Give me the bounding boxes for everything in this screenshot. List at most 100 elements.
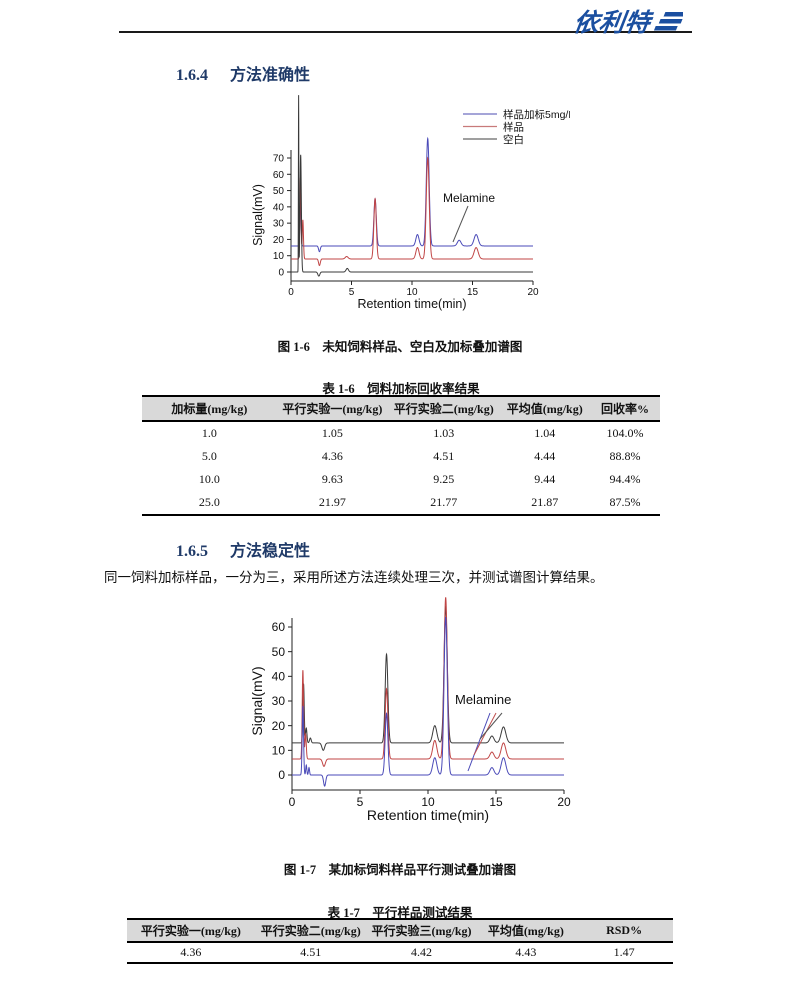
chromatogram-figure-1-7: 0 5 10 15 20 0 10 20 30 40 50 60 Retention time(min)… xyxy=(250,597,571,823)
chart-axes xyxy=(288,618,565,794)
table-row: 25.0 21.97 21.77 21.87 87.5% xyxy=(142,491,660,515)
y-tick-label: 60 xyxy=(272,620,286,634)
column-header: 平行实验三(mg/kg) xyxy=(366,918,477,943)
y-tick-label: 0 xyxy=(278,268,284,279)
legend-label: 样品 xyxy=(503,120,524,133)
x-axis-label: Retention time(min) xyxy=(357,297,466,311)
column-header: 平行实验二(mg/kg) xyxy=(254,918,367,943)
annotation-leader-line xyxy=(473,712,497,756)
column-header: 回收率% xyxy=(590,395,660,422)
x-tick-label: 20 xyxy=(527,287,539,298)
y-tick-label: 10 xyxy=(273,251,285,262)
table-cell: 1.47 xyxy=(613,945,635,959)
trace-run-black xyxy=(292,605,564,751)
section-title: 方法稳定性 xyxy=(230,543,311,560)
y-tick-label: 40 xyxy=(273,202,285,213)
table-cell: 21.97 xyxy=(318,495,346,509)
column-header: 平行实验一(mg/kg) xyxy=(276,395,389,422)
table-cell: 4.36 xyxy=(321,449,343,463)
figure-caption-1-6: 图 1-6 未知饲料样品、空白及加标叠加谱图 xyxy=(277,340,523,354)
melamine-annotation: Melamine xyxy=(455,692,511,707)
section-number: 1.6.4 xyxy=(176,67,208,84)
table-cell: 21.87 xyxy=(531,495,559,509)
table-cell: 25.0 xyxy=(198,495,220,509)
section-heading-1-6-5: 1.6.5 方法稳定性 xyxy=(176,537,310,561)
x-tick-label: 5 xyxy=(349,287,355,298)
x-tick-label: 10 xyxy=(406,287,418,298)
company-logo-text: 依利特 xyxy=(571,9,653,37)
y-axis-label: Signal(mV) xyxy=(250,666,265,735)
y-tick-label: 30 xyxy=(272,694,286,708)
parallel-test-results-table: 平行实验一(mg/kg) 平行实验二(mg/kg) 平行实验三(mg/kg) 平均值(… xyxy=(127,918,673,964)
table-cell: 21.77 xyxy=(430,495,458,509)
table-cell: 4.44 xyxy=(534,449,556,463)
table-cell: 4.51 xyxy=(433,449,455,463)
table-cell: 87.5% xyxy=(609,495,641,509)
table-title-1-6: 表 1-6 饲料加标回收率结果 xyxy=(322,382,480,396)
y-tick-label: 60 xyxy=(273,170,285,181)
column-header: 平均值(mg/kg) xyxy=(499,395,591,422)
triple-stripe-icon xyxy=(653,12,683,31)
company-logo: 依利特 xyxy=(571,3,683,39)
column-header: 平行实验一(mg/kg) xyxy=(127,918,255,943)
stability-paragraph: 同一饲料加标样品，一分为三，采用所述方法连续处理三次，并测试谱图计算结果。 xyxy=(104,570,604,585)
table-cell: 9.44 xyxy=(534,472,556,486)
x-tick-label: 0 xyxy=(289,795,296,809)
table-cell: 1.03 xyxy=(433,426,455,440)
legend-label: 样品加标5mg/L xyxy=(503,108,570,121)
table-title-1-7: 表 1-7 平行样品测试结果 xyxy=(327,906,473,920)
table-cell: 1.05 xyxy=(321,426,343,440)
column-header: 平均值(mg/kg) xyxy=(476,918,576,943)
y-tick-label: 10 xyxy=(272,744,286,758)
y-tick-label: 70 xyxy=(273,153,285,164)
y-tick-label: 40 xyxy=(272,670,286,684)
x-tick-label: 15 xyxy=(489,795,503,809)
recovery-results-table: 加标量(mg/kg) 平行实验一(mg/kg) 平行实验二(mg/kg) 平均值(mg… xyxy=(142,395,660,516)
table-cell: 4.51 xyxy=(300,945,322,959)
annotation-leader-line xyxy=(452,205,469,243)
trace-sample xyxy=(291,156,533,267)
header-rule xyxy=(119,31,692,33)
table-cell: 88.8% xyxy=(609,449,641,463)
x-axis-label: Retention time(min) xyxy=(367,807,489,823)
table-cell: 1.04 xyxy=(534,426,556,440)
x-tick-label: 5 xyxy=(357,795,364,809)
table-cell: 5.0 xyxy=(201,449,217,463)
table-cell: 4.42 xyxy=(411,945,433,959)
x-tick-label: 20 xyxy=(557,795,571,809)
annotation-leader-line xyxy=(467,712,491,772)
section-number: 1.6.5 xyxy=(176,543,208,560)
table-header-row: 加标量(mg/kg) 平行实验一(mg/kg) 平行实验二(mg/kg) 平均值(mg… xyxy=(142,395,660,422)
trace-spiked-sample xyxy=(291,136,533,253)
table-row: 5.0 4.36 4.51 4.44 88.8% xyxy=(142,445,660,468)
x-tick-label: 15 xyxy=(467,287,479,298)
table-cell: 4.36 xyxy=(180,945,202,959)
column-header: 加标量(mg/kg) xyxy=(142,395,277,422)
table-cell: 1.0 xyxy=(201,426,217,440)
column-header: RSD% xyxy=(575,918,673,943)
table-cell: 94.4% xyxy=(609,472,641,486)
y-tick-label: 50 xyxy=(272,645,286,659)
column-header: 平行实验二(mg/kg) xyxy=(388,395,500,422)
table-cell: 9.63 xyxy=(321,472,343,486)
section-title: 方法准确性 xyxy=(230,67,311,84)
table-cell: 10.0 xyxy=(198,472,220,486)
chromatogram-figure-1-6: 0 5 10 15 20 0 10 20 30 40 50 60 70 Retention time(mi… xyxy=(251,95,570,311)
trace-blank xyxy=(291,95,533,277)
table-row: 10.0 9.63 9.25 9.44 94.4% xyxy=(142,468,660,491)
trace-run-blue xyxy=(292,617,564,787)
y-tick-label: 30 xyxy=(273,219,285,230)
annotation-leader-line xyxy=(479,712,503,740)
table-cell: 9.25 xyxy=(433,472,455,486)
y-tick-label: 0 xyxy=(278,768,285,782)
x-tick-label: 0 xyxy=(288,287,294,298)
section-heading-1-6-4: 1.6.4 方法准确性 xyxy=(176,61,310,85)
y-tick-label: 20 xyxy=(273,235,285,246)
table-cell: 4.43 xyxy=(515,945,537,959)
melamine-annotation: Melamine xyxy=(443,191,495,205)
figure-caption-1-7: 图 1-7 某加标饲料样品平行测试叠加谱图 xyxy=(283,863,517,877)
x-tick-label: 10 xyxy=(421,795,435,809)
trace-run-red xyxy=(292,597,564,767)
